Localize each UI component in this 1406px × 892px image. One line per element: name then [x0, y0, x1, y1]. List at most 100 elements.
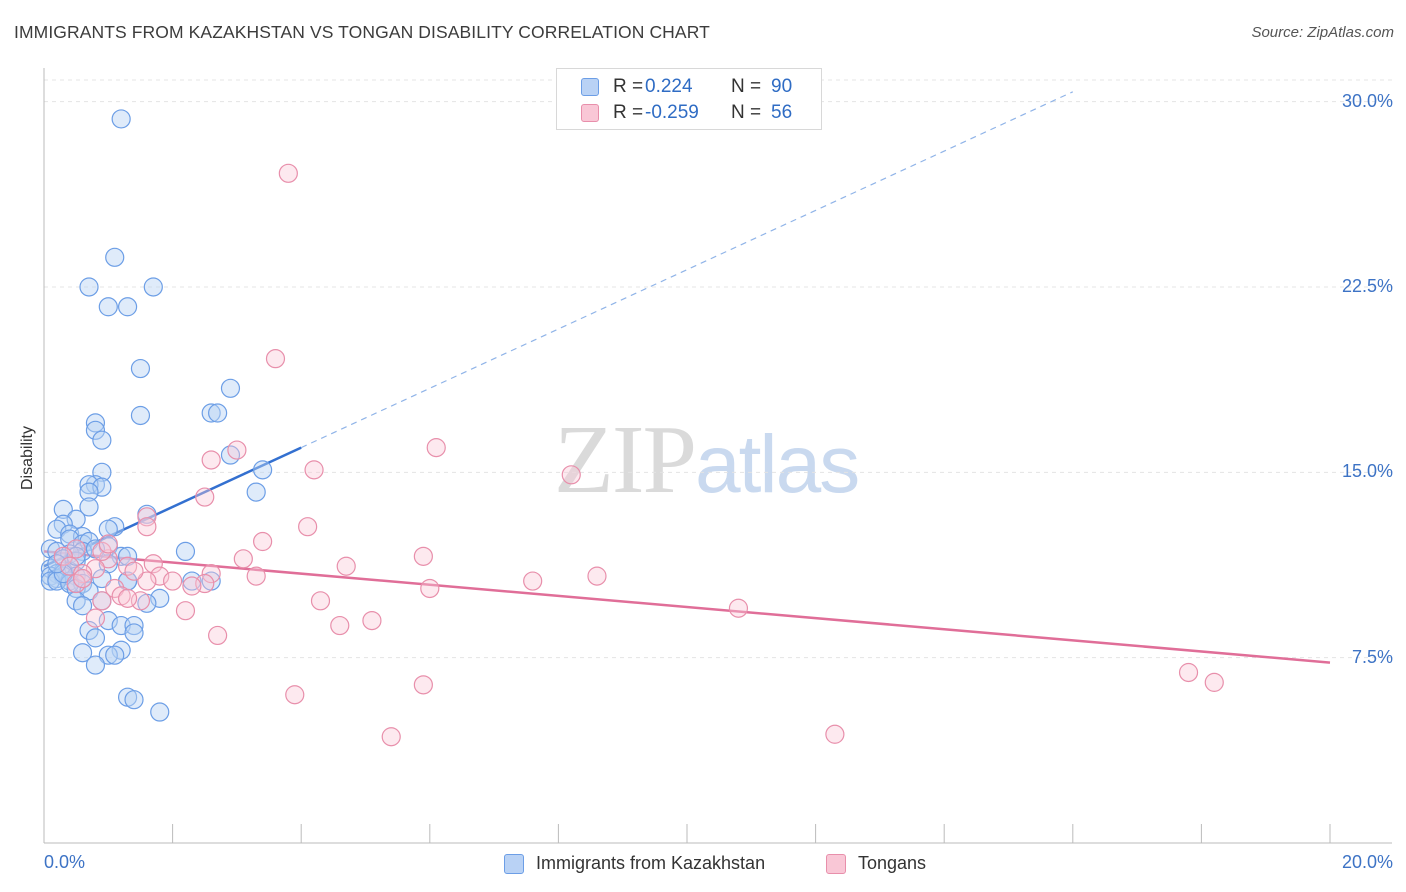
data-point-kazakhstan — [246, 482, 266, 502]
data-point-tongans — [233, 549, 253, 569]
data-point-tongans — [310, 591, 331, 611]
data-point-tongans — [413, 675, 433, 695]
data-point-tongans — [426, 438, 446, 458]
data-point-kazakhstan — [124, 615, 144, 636]
data-point-kazakhstan — [85, 628, 106, 648]
data-point-tongans — [523, 571, 543, 591]
chart-title: IMMIGRANTS FROM KAZAKHSTAN VS TONGAN DIS… — [14, 22, 710, 42]
data-point-kazakhstan — [66, 591, 86, 611]
data-point-kazakhstan — [220, 378, 241, 398]
data-point-kazakhstan — [117, 297, 138, 317]
legend-item-tongans: Tongans — [826, 853, 926, 874]
y-tick-label: 7.5% — [1351, 646, 1393, 667]
data-point-tongans — [72, 564, 93, 584]
y-tick-label: 15.0% — [1341, 461, 1393, 482]
data-point-kazakhstan — [175, 541, 196, 562]
x-tick-label-min: 0.0% — [44, 852, 86, 872]
trend-lines — [43, 91, 1331, 664]
data-point-tongans — [137, 571, 157, 591]
data-point-tongans — [420, 578, 440, 599]
data-point-tongans — [195, 487, 215, 507]
data-point-kazakhstan — [72, 643, 93, 663]
data-point-kazakhstan — [92, 568, 112, 589]
data-point-kazakhstan — [60, 529, 80, 549]
data-point-kazakhstan — [79, 620, 99, 641]
data-point-kazakhstan — [105, 645, 125, 665]
x-tick-label-max: 20.0% — [1341, 852, 1393, 872]
data-point-kazakhstan — [98, 519, 118, 539]
data-point-tongans — [1178, 662, 1199, 683]
r-label: R = — [613, 76, 644, 97]
data-point-tongans — [182, 576, 202, 596]
data-point-kazakhstan — [105, 247, 125, 267]
legend-row-tongans: R = -0.259 N = 56 — [581, 101, 792, 125]
legend-swatch-pink — [581, 104, 599, 122]
data-point-tongans — [98, 534, 118, 554]
data-point-tongans — [265, 349, 286, 369]
r-value-pink: -0.259 — [645, 102, 699, 123]
data-point-tongans — [85, 559, 106, 579]
data-point-kazakhstan — [92, 477, 112, 497]
data-point-tongans — [1204, 672, 1224, 692]
data-point-tongans — [246, 566, 266, 586]
data-point-kazakhstan — [98, 297, 118, 317]
data-point-kazakhstan — [92, 430, 112, 450]
series-tongans — [53, 163, 1224, 747]
n-label: N = — [731, 102, 762, 123]
data-point-tongans — [163, 571, 183, 591]
data-point-tongans — [92, 591, 112, 611]
data-point-kazakhstan — [124, 690, 144, 710]
n-label: N = — [731, 76, 762, 97]
legend-item-kazakhstan: Immigrants from Kazakhstan — [504, 853, 765, 874]
data-point-kazakhstan — [47, 519, 67, 539]
data-point-tongans — [825, 724, 845, 744]
n-value-pink: 56 — [771, 102, 793, 123]
data-point-tongans — [561, 465, 581, 485]
data-point-tongans — [201, 450, 221, 470]
data-point-kazakhstan — [130, 358, 151, 379]
data-point-kazakhstan — [85, 420, 106, 440]
data-point-kazakhstan — [253, 460, 273, 480]
data-point-kazakhstan — [208, 403, 228, 423]
data-point-kazakhstan — [130, 405, 151, 426]
data-point-kazakhstan — [92, 462, 112, 482]
data-point-kazakhstan — [143, 277, 163, 297]
data-point-kazakhstan — [79, 277, 99, 297]
correlation-legend: R = 0.224 N = 90 R = -0.259 N = 56 — [556, 68, 822, 130]
data-point-kazakhstan — [111, 640, 131, 660]
r-value-blue: 0.224 — [645, 76, 693, 97]
series-kazakhstan — [40, 109, 273, 722]
data-point-tongans — [208, 625, 228, 646]
data-point-tongans — [330, 615, 350, 636]
series-legend: Immigrants from Kazakhstan Tongans — [0, 853, 1406, 877]
data-point-kazakhstan — [220, 445, 241, 465]
data-point-kazakhstan — [98, 645, 118, 665]
grid-lines — [44, 79, 1392, 659]
data-point-tongans — [728, 598, 749, 618]
data-point-kazakhstan — [79, 497, 99, 517]
y-tick-label: 30.0% — [1341, 90, 1393, 111]
data-point-tongans — [124, 561, 144, 581]
legend-label-tongans: Tongans — [858, 853, 927, 873]
data-point-tongans — [117, 588, 138, 608]
data-point-tongans — [66, 573, 86, 594]
data-point-kazakhstan — [53, 499, 73, 519]
data-point-tongans — [304, 460, 324, 480]
data-point-kazakhstan — [53, 564, 73, 584]
y-tick-label: 22.5% — [1341, 275, 1393, 296]
data-point-tongans — [175, 601, 196, 621]
data-point-tongans — [587, 566, 607, 586]
data-point-tongans — [413, 546, 433, 566]
data-point-tongans — [72, 568, 93, 589]
data-point-tongans — [285, 685, 305, 705]
data-point-tongans — [53, 546, 73, 566]
r-label: R = — [613, 102, 644, 123]
data-point-kazakhstan — [60, 573, 80, 594]
data-point-tongans — [278, 163, 298, 183]
data-point-tongans — [92, 541, 112, 562]
trend-line-tongans — [43, 550, 1331, 664]
data-point-tongans — [117, 556, 138, 576]
data-point-kazakhstan — [201, 403, 221, 423]
data-point-kazakhstan — [72, 596, 93, 616]
